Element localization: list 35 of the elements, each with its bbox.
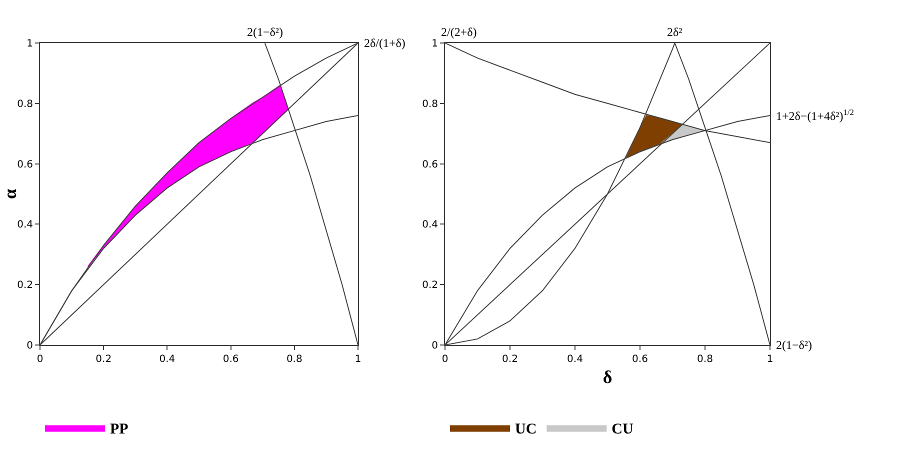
y-tick-label: 0.6	[422, 159, 438, 170]
x-tick-label: 0.4	[159, 354, 176, 365]
x-axis-title: δ	[602, 367, 612, 388]
x-tick-label: 0	[442, 354, 448, 365]
x-tick-label: 0.2	[502, 354, 518, 365]
annotation: 2δ/(1+δ)	[364, 36, 406, 50]
x-tick-label: 1	[354, 354, 362, 365]
annotation: 2(1−δ²)	[247, 25, 284, 39]
annotation: 2(1−δ²)	[776, 338, 812, 352]
y-tick-label: 0.2	[422, 280, 438, 292]
y-tick-label: 0	[432, 340, 438, 352]
y-axis-title: α	[0, 188, 20, 200]
annotation: 2δ²	[667, 25, 683, 39]
y-tick-label: 0.8	[422, 98, 438, 110]
x-tick-label: 0.8	[697, 354, 713, 365]
y-tick-label: 0.2	[17, 280, 33, 292]
y-tick-label: 0	[26, 340, 33, 352]
x-tick-label: 0.4	[567, 354, 583, 365]
legend-label: UC	[515, 422, 537, 438]
x-tick-label: 0.6	[632, 354, 648, 365]
y-tick-label: 0.4	[17, 220, 33, 231]
x-tick-label: 1	[766, 354, 774, 365]
x-tick-label: 0	[36, 354, 44, 365]
annotation: 2/(2+δ)	[441, 25, 477, 39]
legend-label: CU	[612, 422, 634, 438]
y-tick-label: 1	[26, 38, 33, 50]
y-tick-label: 1	[432, 38, 438, 50]
x-tick-label: 0.6	[222, 354, 239, 365]
y-tick-label: 0.4	[422, 220, 438, 231]
x-tick-label: 0.8	[286, 354, 302, 365]
y-tick-label: 0.6	[17, 159, 33, 170]
annotation: 1+2δ−(1+4δ²)$^{1/2}$	[776, 108, 854, 124]
x-tick-label: 0.2	[96, 354, 112, 365]
legend-label: PP	[110, 422, 128, 438]
y-tick-label: 0.8	[17, 98, 33, 110]
